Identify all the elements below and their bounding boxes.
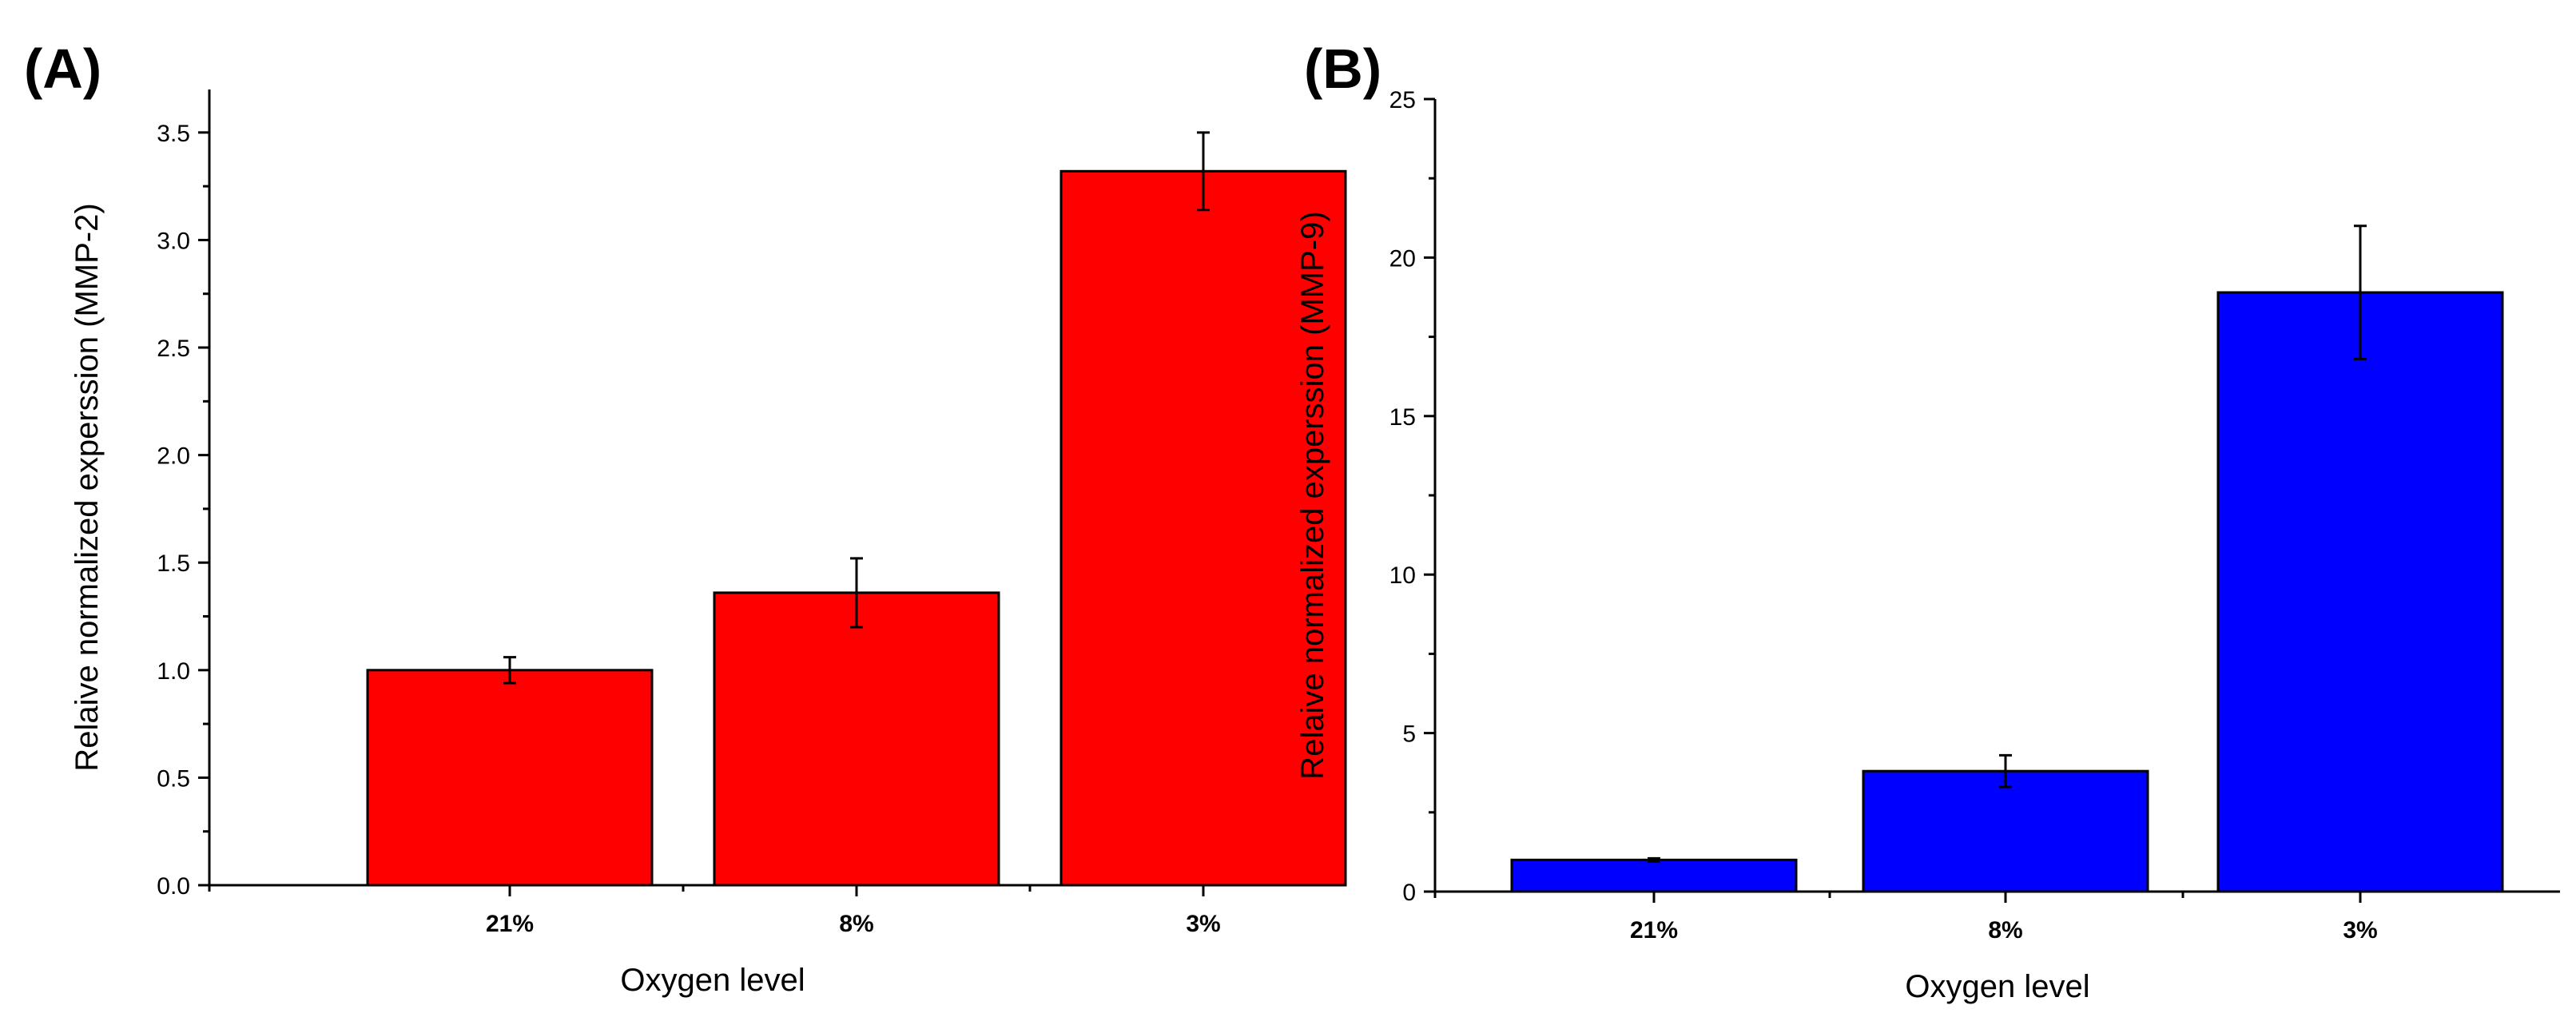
panel-1-bar-2 xyxy=(713,591,1000,887)
panel-2-y-tick-label-2: 5 xyxy=(1402,721,1416,748)
panel-2-y-axis-title: Relaive normalized experssion (MMP-9) xyxy=(1295,211,1330,779)
panel-1-x-axis-title: Oxygen level xyxy=(620,963,805,998)
panel-2-x-tick-label-1: 21% xyxy=(1630,917,1678,944)
panel-1-y-tick-label-2: 0.5 xyxy=(157,765,190,792)
panel-2-y-tick-label-6: 25 xyxy=(1389,87,1416,113)
panel-2-bar-1 xyxy=(1510,858,1798,893)
panel-1-bar-3 xyxy=(1059,169,1347,887)
panel-1-label: (A) xyxy=(24,38,101,100)
panel-2-y-tick-label-3: 10 xyxy=(1389,562,1416,589)
panel-1-x-tick-label-3: 3% xyxy=(1186,911,1220,937)
panel-1-y-tick-label-3: 1.0 xyxy=(157,658,190,685)
panel-1-bar-1 xyxy=(366,669,654,887)
panel-1-y-tick-label-7: 3.0 xyxy=(157,228,190,254)
panel-1-x-tick-label-1: 21% xyxy=(486,911,534,937)
panel-1-error-bar-3 xyxy=(1197,131,1210,212)
panel-2-y-tick-label-4: 15 xyxy=(1389,404,1416,431)
panel-2-error-bar-2 xyxy=(1999,753,2012,789)
panel-1-error-bar-1 xyxy=(503,656,516,685)
panel-1-y-tick-label-8: 3.5 xyxy=(157,121,190,147)
panel-2-x-axis-title: Oxygen level xyxy=(1905,969,2089,1004)
panel-2-y-tick-label-5: 20 xyxy=(1389,245,1416,272)
panel-2-error-bar-3 xyxy=(2354,224,2367,360)
panel-1-x-tick-label-2: 8% xyxy=(839,911,873,937)
panel-1-y-tick-label-1: 0.0 xyxy=(157,873,190,900)
panel-1-error-bar-2 xyxy=(850,557,863,629)
panel-2-error-bar-1 xyxy=(1648,856,1660,863)
panel-1-y-tick-label-4: 1.5 xyxy=(157,550,190,577)
panel-1-y-axis-title: Relaive normalized experssion (MMP-2) xyxy=(70,203,105,771)
panel-1-y-tick-label-5: 2.0 xyxy=(157,443,190,470)
panel-2-y-tick-label-1: 0 xyxy=(1402,880,1416,906)
panel-2-bar-3 xyxy=(2216,291,2504,893)
panel-2-x-tick-label-3: 3% xyxy=(2343,917,2377,944)
panel-2-x-tick-label-2: 8% xyxy=(1988,917,2022,944)
panel-2-label: (B) xyxy=(1304,38,1381,100)
panel-2-bar-2 xyxy=(1862,769,2149,893)
panel-1-y-tick-label-6: 2.5 xyxy=(157,336,190,362)
